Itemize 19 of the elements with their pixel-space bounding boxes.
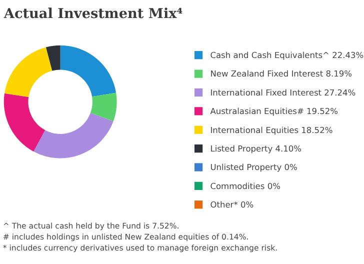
donut-slice — [46, 45, 60, 71]
donut-slice — [4, 93, 46, 152]
legend-label: Other* 0% — [210, 200, 254, 210]
legend-label: Unlisted Property 0% — [210, 162, 298, 172]
legend-label: International Fixed Interest 27.24% — [210, 87, 356, 98]
legend-label: Listed Property 4.10% — [210, 143, 302, 154]
donut-slice — [60, 45, 116, 97]
donut-slice — [34, 112, 114, 158]
donut-slice — [4, 47, 52, 98]
legend-label: Australasian Equities# 19.52% — [210, 106, 338, 116]
chart-title: Actual Investment Mix⁴ — [2, 6, 183, 22]
donut-slice — [90, 92, 117, 122]
legend-label: International Equities 18.52% — [210, 124, 333, 135]
text: # includes holdings in unlisted New Zealand equities of 0.14%. — [2, 232, 249, 242]
legend-label: Commodities 0% — [210, 180, 281, 191]
legend-label: Cash and Cash Equivalents^ 22.43% — [210, 50, 364, 60]
legend-label: New Zealand Fixed Interest 8.19% — [210, 68, 352, 79]
text: * includes currency derivatives used to manage foreign exchange risk. — [2, 244, 278, 253]
text: ^ The actual cash held by the Fund is 7.52%. — [2, 221, 180, 230]
